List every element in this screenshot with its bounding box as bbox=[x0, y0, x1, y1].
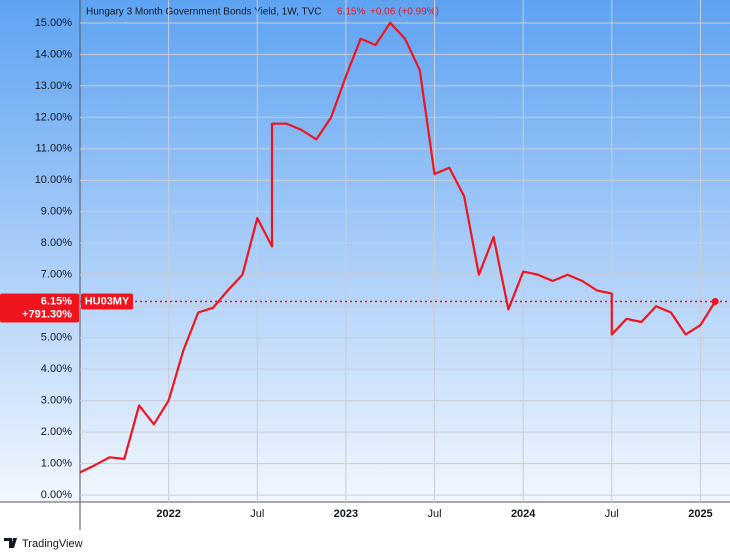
y-tick-label: 13.00% bbox=[35, 80, 73, 92]
chart-background bbox=[0, 0, 730, 502]
brand: TradingView bbox=[4, 538, 83, 550]
price-label-box bbox=[0, 293, 79, 323]
y-tick-label: 10.00% bbox=[35, 174, 73, 186]
change: +0.06 (+0.99%) bbox=[370, 7, 439, 18]
line bbox=[79, 21, 717, 474]
symbol-box bbox=[81, 293, 133, 310]
price-label: 6.15% bbox=[41, 295, 72, 307]
last-value: 6.15% bbox=[337, 7, 365, 18]
x-tick-label: Jul bbox=[428, 508, 442, 520]
x-tick-label: 2025 bbox=[688, 508, 712, 520]
y-tick-label: 4.00% bbox=[41, 363, 72, 375]
y-tick-label: 15.00% bbox=[35, 17, 73, 29]
symbol-label: HU03MY bbox=[85, 295, 130, 307]
percent-change-label: +791.30% bbox=[22, 308, 72, 320]
y-tick-label: 9.00% bbox=[41, 206, 72, 218]
last-point bbox=[711, 298, 719, 306]
x-tick-label: 2024 bbox=[511, 508, 536, 520]
x-tick-label: Jul bbox=[605, 508, 619, 520]
x-tick-label: 2022 bbox=[156, 508, 180, 520]
y-tick-label: 7.00% bbox=[41, 269, 72, 281]
y-tick-label: 8.00% bbox=[41, 237, 72, 249]
chart-title: Hungary 3 Month Government Bonds Yield, … bbox=[86, 7, 322, 18]
y-tick-label: 0.00% bbox=[41, 489, 72, 501]
x-tick-label: Jul bbox=[250, 508, 264, 520]
y-tick-label: 14.00% bbox=[35, 48, 73, 60]
brand-name: TradingView bbox=[22, 538, 83, 550]
y-tick-label: 5.00% bbox=[41, 332, 72, 344]
header: Hungary 3 Month Government Bonds Yield, … bbox=[86, 7, 439, 18]
y-tick-label: 12.00% bbox=[35, 111, 73, 123]
brand-logo bbox=[4, 538, 17, 548]
y-tick-label: 11.00% bbox=[36, 143, 73, 155]
x-tick-label: 2023 bbox=[334, 508, 358, 520]
y-tick-label: 1.00% bbox=[41, 458, 72, 470]
y-tick-label: 2.00% bbox=[41, 426, 72, 438]
y-tick-label: 3.00% bbox=[41, 395, 72, 407]
